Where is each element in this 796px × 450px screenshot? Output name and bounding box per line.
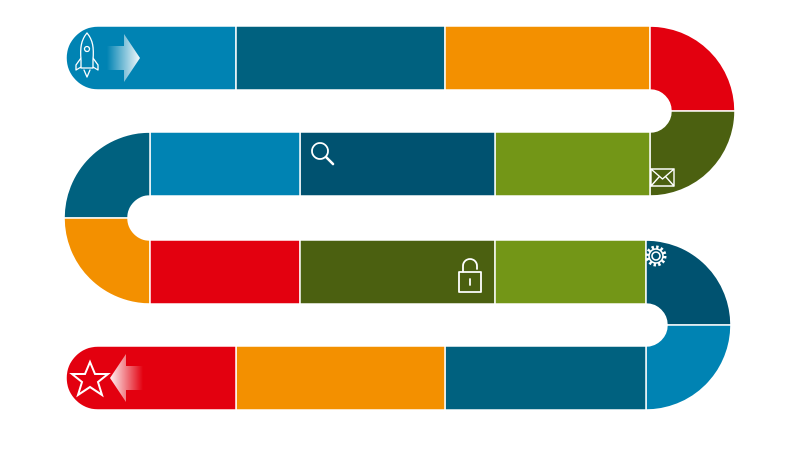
bend-right-1-top: [649, 25, 736, 112]
arrow-left-icon: [110, 354, 143, 402]
star-icon: [69, 359, 111, 398]
bend-left-bottom: [63, 217, 151, 305]
segment-r3-3: [494, 239, 647, 305]
segment-r2-2: [299, 131, 496, 197]
segment-r3-1: [149, 239, 301, 305]
search-icon: [311, 142, 335, 166]
bend-right-2-top: [645, 239, 732, 326]
segment-r1-2: [235, 25, 446, 91]
unlock-icon: [458, 258, 482, 293]
segment-r1-3: [444, 25, 651, 91]
bend-right-1-bottom: [649, 110, 736, 197]
segment-finish: [65, 345, 237, 411]
rocket-icon: [75, 32, 99, 78]
bend-left-top: [63, 131, 151, 219]
bend-right-2-bottom: [645, 324, 732, 411]
arrow-right-icon: [107, 34, 140, 82]
segment-r2-3: [149, 131, 301, 197]
segment-r2-1: [494, 131, 651, 197]
gear-icon: [645, 245, 667, 267]
segment-start: [65, 25, 237, 91]
segment-r4-2: [235, 345, 446, 411]
segment-r4-1: [444, 345, 647, 411]
envelope-icon: [650, 168, 675, 187]
